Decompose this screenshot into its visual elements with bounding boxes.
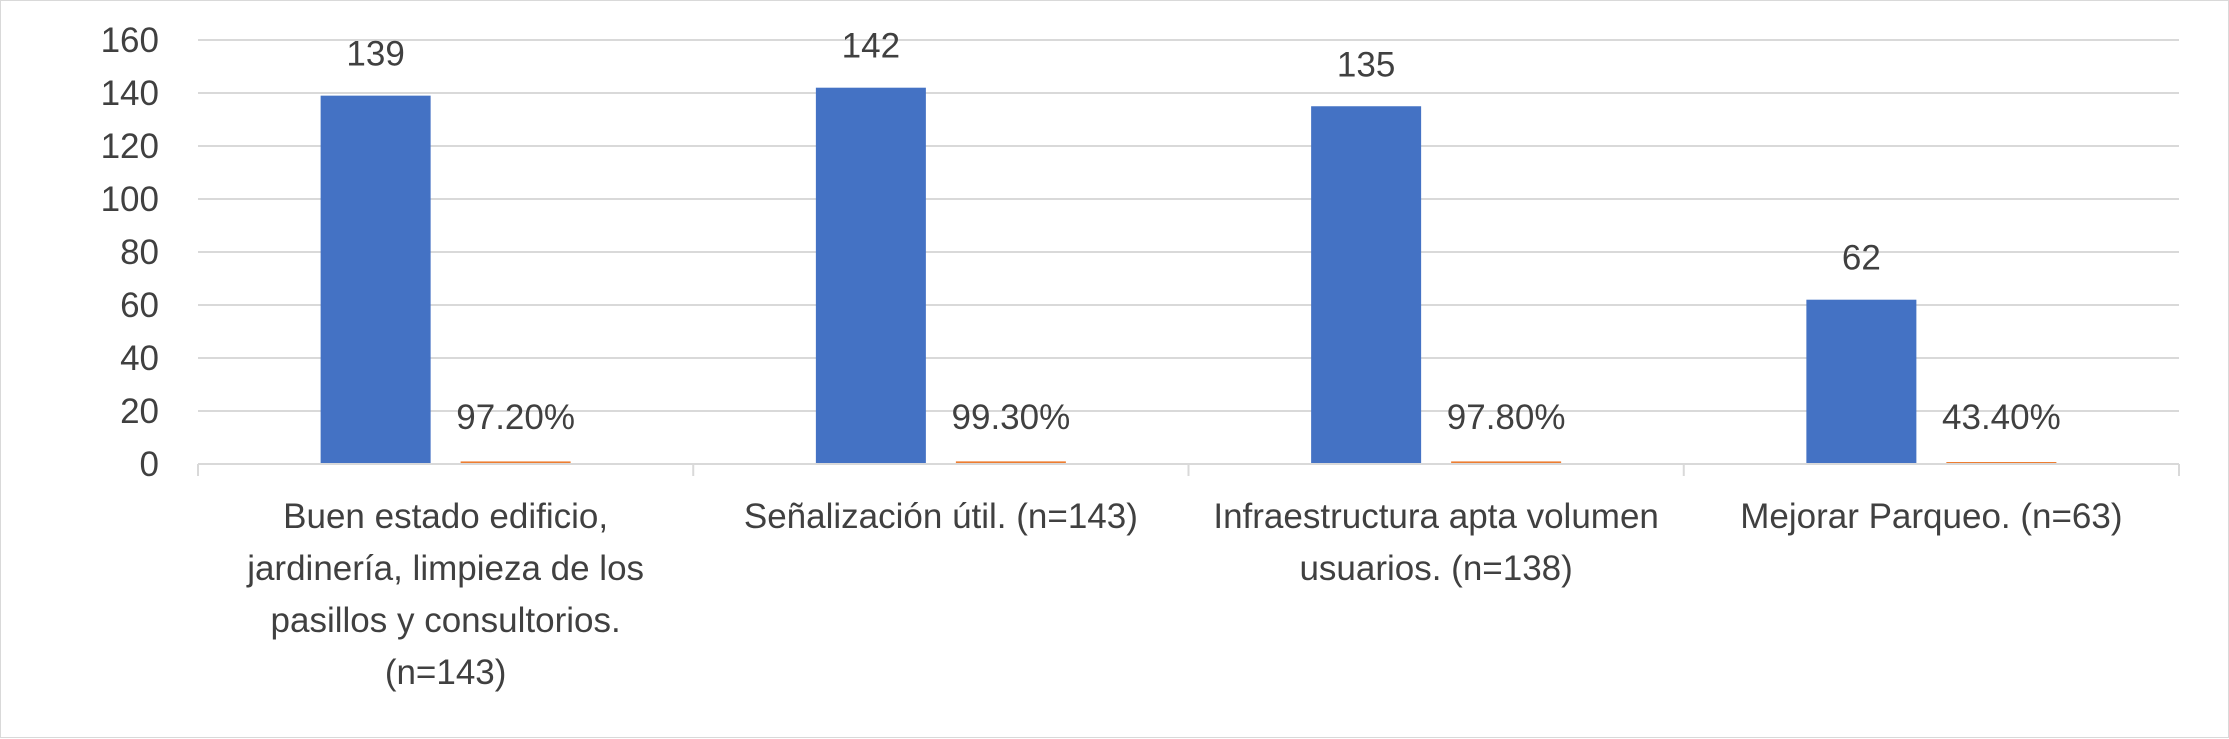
y-tick-label: 40: [120, 339, 159, 378]
bar-s2-1: [460, 461, 571, 464]
bar-s1-4: [1806, 299, 1917, 464]
category-label-line: Infraestructura apta volumen: [1213, 497, 1659, 536]
category-label-2: Señalización útil. (n=143): [744, 497, 1138, 536]
y-tick-label: 60: [120, 286, 159, 325]
category-label-line: Mejorar Parqueo. (n=63): [1740, 497, 2122, 536]
data-label-s1-2: 142: [842, 27, 900, 66]
category-label-line: usuarios. (n=138): [1299, 549, 1572, 588]
y-tick-label: 120: [101, 127, 159, 166]
bar-s1-3: [1311, 106, 1422, 464]
y-tick-label: 80: [120, 233, 159, 272]
category-label-line: pasillos y consultorios.: [271, 601, 621, 640]
data-label-s1-4: 62: [1842, 239, 1881, 278]
category-label-line: Señalización útil. (n=143): [744, 497, 1138, 536]
bar-s1-1: [320, 95, 431, 465]
category-label-line: (n=143): [385, 653, 507, 692]
category-label-4: Mejorar Parqueo. (n=63): [1740, 497, 2122, 536]
data-label-s1-1: 139: [346, 35, 404, 74]
data-label-s1-3: 135: [1337, 45, 1395, 84]
data-label-s2-3: 97.80%: [1447, 398, 1566, 437]
data-label-s2-4: 43.40%: [1942, 398, 2061, 437]
category-label-1: Buen estado edificio, jardinería, limpiez…: [246, 497, 644, 692]
category-label-line: jardinería, limpieza de los: [246, 549, 644, 588]
data-label-s2-2: 99.30%: [952, 398, 1071, 437]
bar-s2-3: [1451, 461, 1562, 464]
y-tick-label: 140: [101, 74, 159, 113]
bar-s1-2: [815, 87, 926, 464]
data-label-s2-1: 97.20%: [456, 398, 575, 437]
y-tick-label: 100: [101, 180, 159, 219]
y-tick-label: 0: [140, 445, 159, 484]
bar-s2-2: [955, 461, 1066, 464]
y-tick-label: 160: [101, 21, 159, 60]
category-label-3: Infraestructura apta volumen usuarios. (n…: [1213, 497, 1659, 588]
y-tick-label: 20: [120, 392, 159, 431]
category-label-line: Buen estado edificio,: [283, 497, 608, 536]
